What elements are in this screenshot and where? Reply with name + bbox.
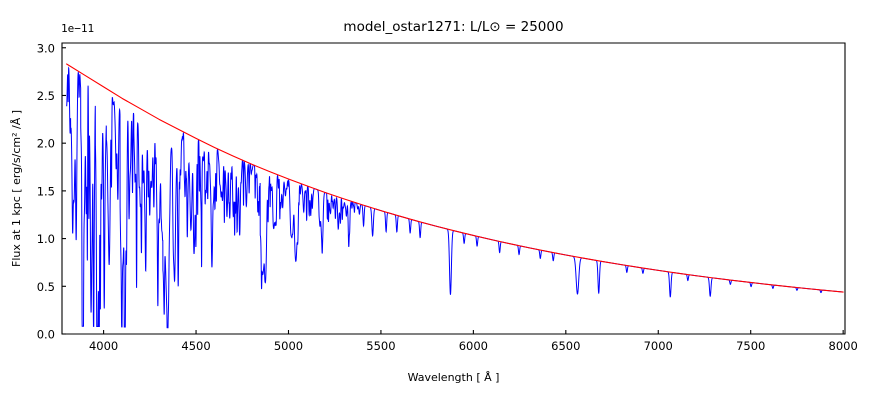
y-tick-label: 0.0 xyxy=(37,328,55,342)
x-tick-label: 4500 xyxy=(181,339,210,353)
x-tick-label: 7000 xyxy=(644,339,673,353)
y-tick-label: 1.5 xyxy=(37,184,55,198)
y-tick-label: 3.0 xyxy=(37,41,55,55)
x-axis-ticks: 4000 4500 5000 5500 6000 6500 7000 7500 8000 xyxy=(89,330,858,353)
y-axis-offset-label: 1e−11 xyxy=(61,22,94,35)
y-tick-label: 2.0 xyxy=(37,137,55,151)
continuum-series-line xyxy=(66,63,844,293)
x-tick-label: 6000 xyxy=(459,339,488,353)
y-tick-label: 1.0 xyxy=(37,232,55,246)
x-tick-label: 7500 xyxy=(736,339,765,353)
x-tick-label: 5500 xyxy=(366,339,395,353)
x-tick-label: 6500 xyxy=(551,339,580,353)
y-tick-label: 0.5 xyxy=(37,280,55,294)
chart-title: model_ostar1271: L/L⊙ = 25000 xyxy=(343,19,563,35)
y-axis-title: Flux at 1 kpc [ erg/s/cm² /Å ] xyxy=(10,110,23,267)
x-tick-label: 8000 xyxy=(829,339,858,353)
x-tick-label: 4000 xyxy=(89,339,118,353)
axes-spines xyxy=(61,42,846,335)
x-axis-title: Wavelength [ Å ] xyxy=(408,371,500,384)
x-tick-label: 5000 xyxy=(274,339,303,353)
y-tick-label: 2.5 xyxy=(37,89,55,103)
y-axis-ticks: 0.0 0.5 1.0 1.5 2.0 2.5 3.0 xyxy=(37,41,66,342)
